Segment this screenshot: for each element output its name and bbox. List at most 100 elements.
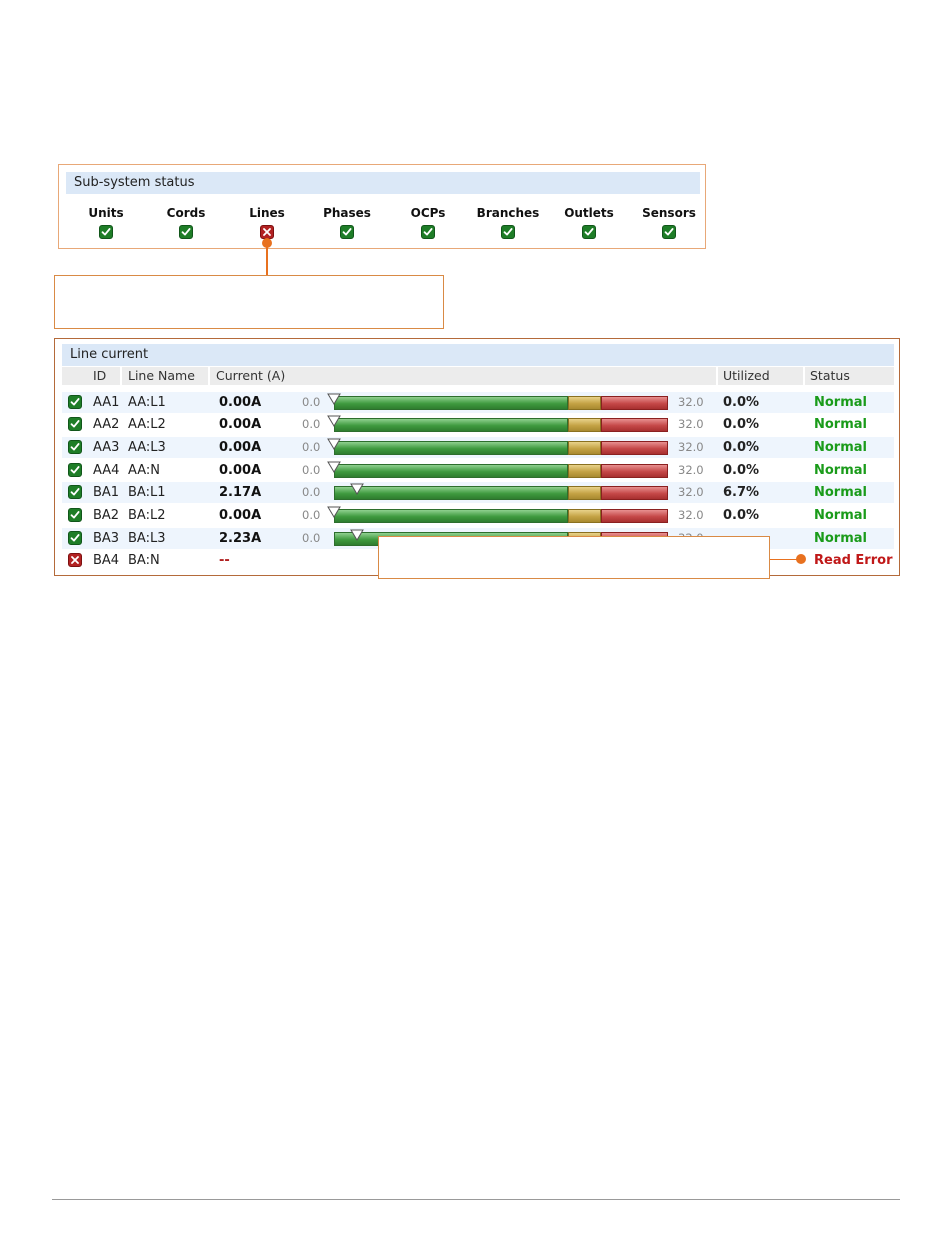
current-meter bbox=[327, 393, 668, 410]
line-id: AA2 bbox=[93, 417, 120, 432]
line-utilized: 0.0% bbox=[723, 508, 760, 523]
line-utilized: 0.0% bbox=[723, 417, 760, 432]
callout-dot-read-error bbox=[796, 554, 806, 564]
line-utilized: 0.0% bbox=[723, 395, 760, 410]
line-current-value: 0.00A bbox=[219, 395, 262, 410]
meter-critical-segment bbox=[601, 418, 668, 432]
callout-dot-lines bbox=[262, 238, 272, 248]
line-name: BA:L3 bbox=[128, 531, 166, 546]
meter-critical-segment bbox=[601, 464, 668, 478]
line-current-value: 0.00A bbox=[219, 508, 262, 523]
table-row[interactable]: BA2 BA:L2 0.00A 0.0 32.0 0.0% Normal bbox=[62, 505, 894, 526]
col-header-current[interactable]: Current (A) bbox=[216, 368, 286, 383]
subsystem-outlets[interactable]: Outlets bbox=[549, 205, 629, 239]
meter-critical-segment bbox=[601, 509, 668, 523]
scale-max-label: 32.0 bbox=[678, 417, 704, 431]
subsystem-label-units: Units bbox=[88, 206, 124, 220]
scale-min-label: 0.0 bbox=[302, 463, 321, 477]
meter-warning-segment bbox=[568, 396, 601, 410]
line-status: Normal bbox=[814, 531, 867, 546]
subsystem-label-cords: Cords bbox=[166, 206, 206, 220]
col-header-utilized[interactable]: Utilized bbox=[723, 368, 770, 383]
check-icon-units bbox=[99, 225, 113, 239]
check-icon-cords bbox=[179, 225, 193, 239]
table-row[interactable]: BA4 BA:N -- Read Error bbox=[62, 550, 894, 571]
line-name: BA:L1 bbox=[128, 485, 166, 500]
meter-critical-segment bbox=[601, 486, 668, 500]
line-name: BA:N bbox=[128, 553, 160, 568]
callout-box-lines bbox=[54, 275, 444, 329]
check-icon bbox=[68, 463, 82, 477]
subsystem-branches[interactable]: Branches bbox=[468, 205, 548, 239]
subsystem-phases[interactable]: Phases bbox=[307, 205, 387, 239]
meter-critical-segment bbox=[601, 441, 668, 455]
meter-normal-segment bbox=[334, 418, 568, 432]
callout-leader-lines bbox=[266, 246, 268, 275]
check-icon bbox=[68, 508, 82, 522]
check-icon-outlets bbox=[582, 225, 596, 239]
line-utilized: 0.0% bbox=[723, 440, 760, 455]
subsystem-lines[interactable]: Lines bbox=[227, 205, 307, 239]
table-row[interactable]: AA3 AA:L3 0.00A 0.0 32.0 0.0% Normal bbox=[62, 437, 894, 458]
current-meter bbox=[327, 438, 668, 455]
line-status: Normal bbox=[814, 395, 867, 410]
line-name: AA:L3 bbox=[128, 440, 166, 455]
subsystem-label-outlets: Outlets bbox=[564, 206, 614, 220]
line-current-value: 0.00A bbox=[219, 463, 262, 478]
line-name: AA:L2 bbox=[128, 417, 166, 432]
scale-max-label: 32.0 bbox=[678, 440, 704, 454]
meter-normal-segment bbox=[334, 464, 568, 478]
meter-normal-segment bbox=[334, 486, 568, 500]
line-id: BA3 bbox=[93, 531, 120, 546]
table-row[interactable]: BA1 BA:L1 2.17A 0.0 32.0 6.7% Normal bbox=[62, 482, 894, 503]
check-icon bbox=[68, 395, 82, 409]
current-meter bbox=[327, 506, 668, 523]
line-id: AA3 bbox=[93, 440, 120, 455]
subsystem-label-sensors: Sensors bbox=[642, 206, 696, 220]
col-header-name[interactable]: Line Name bbox=[128, 368, 195, 383]
meter-warning-segment bbox=[568, 464, 601, 478]
check-icon-sensors bbox=[662, 225, 676, 239]
meter-warning-segment bbox=[568, 441, 601, 455]
subsystem-label-lines: Lines bbox=[249, 206, 285, 220]
line-utilized: 0.0% bbox=[723, 463, 760, 478]
line-current-value: -- bbox=[219, 553, 230, 568]
line-id: BA1 bbox=[93, 485, 120, 500]
scale-min-label: 0.0 bbox=[302, 485, 321, 499]
scale-min-label: 0.0 bbox=[302, 531, 321, 545]
line-current-value: 2.17A bbox=[219, 485, 262, 500]
scale-min-label: 0.0 bbox=[302, 508, 321, 522]
col-header-id[interactable]: ID bbox=[93, 368, 107, 383]
subsystem-units[interactable]: Units bbox=[66, 205, 146, 239]
current-meter bbox=[334, 483, 668, 500]
line-name: BA:L2 bbox=[128, 508, 166, 523]
subsystem-label-branches: Branches bbox=[476, 206, 540, 220]
table-row[interactable]: AA1 AA:L1 0.00A 0.0 32.0 0.0% Normal bbox=[62, 392, 894, 413]
callout-leader-read-error bbox=[770, 559, 800, 560]
subsystem-cords[interactable]: Cords bbox=[146, 205, 226, 239]
error-x-icon bbox=[68, 553, 82, 567]
subsystem-sensors[interactable]: Sensors bbox=[629, 205, 709, 239]
subsystem-ocps[interactable]: OCPs bbox=[388, 205, 468, 239]
line-status: Read Error bbox=[814, 553, 893, 568]
check-icon bbox=[68, 440, 82, 454]
col-header-status[interactable]: Status bbox=[810, 368, 850, 383]
line-id: BA4 bbox=[93, 553, 120, 568]
meter-normal-segment bbox=[334, 441, 568, 455]
check-icon bbox=[68, 485, 82, 499]
line-status: Normal bbox=[814, 440, 867, 455]
line-id: AA1 bbox=[93, 395, 120, 410]
error-x-icon-lines bbox=[260, 225, 274, 239]
line-status: Normal bbox=[814, 463, 867, 478]
check-icon-phases bbox=[340, 225, 354, 239]
subsystem-label-phases: Phases bbox=[323, 206, 371, 220]
line-current-title: Line current bbox=[62, 344, 894, 366]
check-icon bbox=[68, 417, 82, 431]
table-row[interactable]: AA2 AA:L2 0.00A 0.0 32.0 0.0% Normal bbox=[62, 414, 894, 435]
table-row[interactable]: AA4 AA:N 0.00A 0.0 32.0 0.0% Normal bbox=[62, 460, 894, 481]
subsystem-status-title: Sub-system status bbox=[66, 172, 700, 194]
meter-critical-segment bbox=[601, 396, 668, 410]
scale-max-label: 32.0 bbox=[678, 463, 704, 477]
line-id: AA4 bbox=[93, 463, 120, 478]
check-icon bbox=[68, 531, 82, 545]
